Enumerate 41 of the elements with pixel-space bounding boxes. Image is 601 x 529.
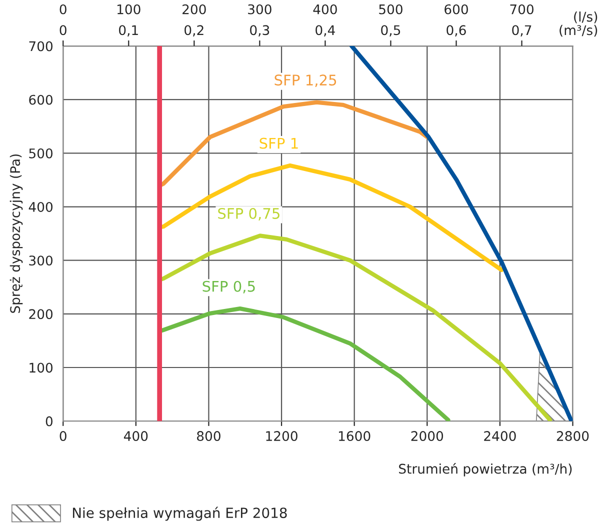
y-tick-label: 0 xyxy=(46,416,53,426)
x-axis-title: Strumień powietrza (m³/h) xyxy=(399,463,572,476)
y-axis-title: Spręż dyspozycyjny (Pa) xyxy=(10,154,23,313)
legend-label: Nie spełnia wymagań ErP 2018 xyxy=(72,506,287,521)
x-tick-label: 2800 xyxy=(556,431,589,442)
text: (m³/s) xyxy=(560,24,598,37)
x2-tick-label: 300 xyxy=(248,4,272,14)
x-tick-label: 1200 xyxy=(266,431,298,442)
text: 0,5 xyxy=(381,25,400,36)
text: 0 xyxy=(60,25,66,36)
text: 0,6 xyxy=(446,25,466,36)
x2-tick-label: 400 xyxy=(313,4,337,14)
x2-tick-label: 700 xyxy=(510,4,534,14)
x-tick-label: 1600 xyxy=(338,431,370,442)
x-tick-label: 800 xyxy=(197,431,220,442)
series-label: SFP 1,25 xyxy=(274,74,336,88)
y-tick-label: 500 xyxy=(29,148,53,158)
x2-tick-label: 100 xyxy=(117,4,140,14)
series-label: SFP 1 xyxy=(260,138,298,149)
text: 0,2 xyxy=(184,25,204,36)
y-tick-label: 400 xyxy=(28,202,53,212)
text: 0,1 xyxy=(119,25,138,36)
y-tick-label: 300 xyxy=(29,256,53,266)
x-tick-label: 0 xyxy=(60,431,66,442)
x2-tick-label: 200 xyxy=(182,4,206,14)
y-tick-label: 700 xyxy=(29,41,53,52)
x2-tick-label: 600 xyxy=(444,4,468,14)
x2-tick-label: 0 xyxy=(60,4,66,14)
text: 0,7 xyxy=(512,25,532,36)
x-tick-label: 400 xyxy=(124,431,148,442)
series-label: SFP 0,75 xyxy=(218,208,280,220)
x-tick-label: 2400 xyxy=(484,431,516,442)
y-tick-label: 600 xyxy=(29,94,53,105)
y-tick-label: 100 xyxy=(30,362,53,373)
x-tick-label: 2000 xyxy=(411,431,444,442)
text: 0,4 xyxy=(316,25,335,36)
x2-axis-title: (l/s) xyxy=(574,12,598,24)
y-tick-label: 200 xyxy=(29,309,53,320)
x2-tick-label: 500 xyxy=(379,4,402,14)
text: 0,3 xyxy=(250,25,270,36)
series-label: SFP 0,5 xyxy=(202,280,255,294)
